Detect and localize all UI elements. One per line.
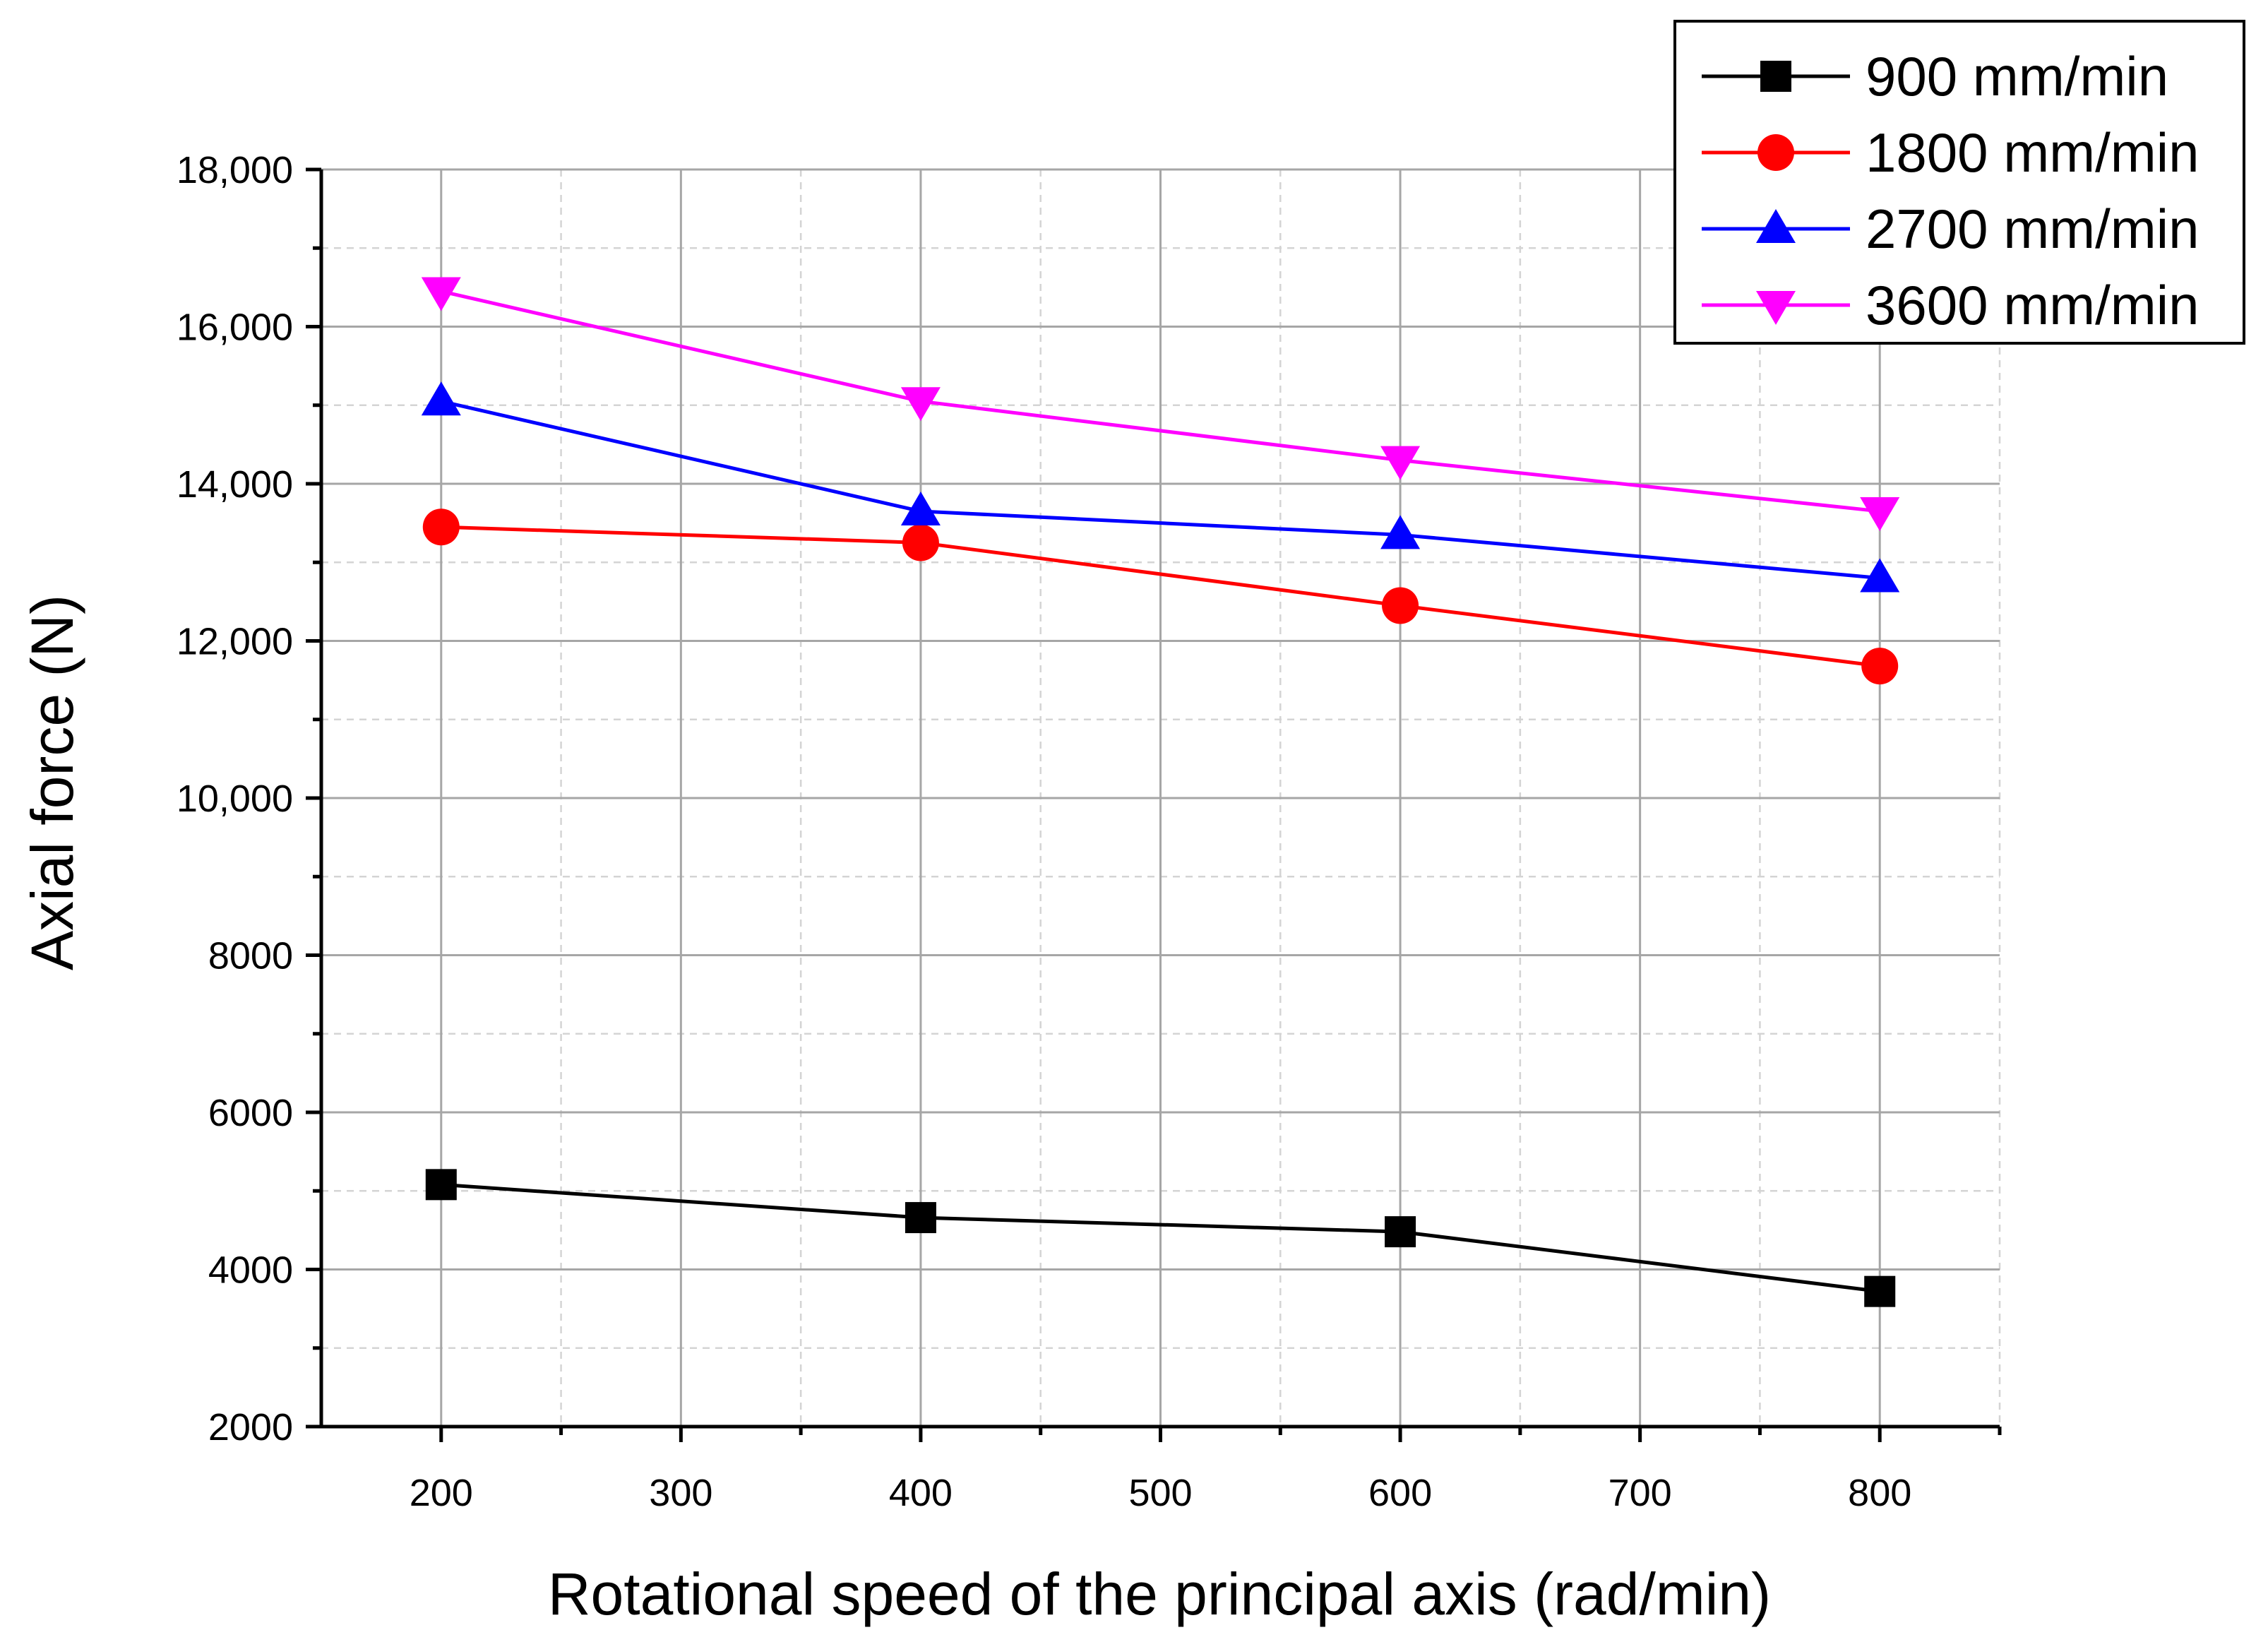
data-point	[421, 277, 461, 311]
series-1800-mm-min	[422, 508, 1899, 685]
data-point	[421, 381, 461, 416]
series-2700-mm-min	[421, 381, 1900, 593]
series-900-mm-min	[425, 1169, 1896, 1307]
x-tick-label: 300	[649, 1472, 712, 1514]
y-tick-label: 2000	[208, 1406, 293, 1448]
x-axis-title: Rotational speed of the principal axis (…	[548, 1561, 1771, 1627]
data-point	[1861, 648, 1899, 685]
y-tick-label: 6000	[208, 1092, 293, 1134]
data-point	[425, 1169, 457, 1201]
y-tick-label: 14,000	[177, 463, 293, 506]
y-tick-label: 8000	[208, 935, 293, 977]
legend-marker	[1760, 61, 1791, 92]
data-point	[900, 491, 941, 525]
grid	[321, 168, 2001, 1427]
legend-label: 900 mm/min	[1866, 45, 2168, 107]
data-point	[900, 387, 941, 422]
legend-marker	[1756, 209, 1796, 243]
data-point	[1380, 515, 1421, 549]
ticks	[306, 167, 2002, 1442]
x-tick-label: 200	[410, 1472, 473, 1514]
legend-label: 1800 mm/min	[1866, 121, 2200, 184]
x-tick-label: 800	[1848, 1472, 1911, 1514]
data-point	[905, 1202, 936, 1234]
data-point	[1860, 558, 1900, 593]
y-axis-title: Axial force (N)	[19, 595, 85, 970]
legend-marker	[1756, 291, 1796, 325]
series-line	[441, 399, 1880, 580]
legend-marker	[1757, 134, 1794, 171]
series-line	[441, 1182, 1880, 1294]
data-point	[1860, 496, 1900, 531]
legend-label: 3600 mm/min	[1866, 274, 2200, 336]
data-point	[422, 508, 460, 546]
y-tick-label: 16,000	[177, 307, 293, 349]
data-point	[1382, 587, 1419, 624]
tick-labels: 200 300 400 500 600 700 800 2000 4000 6000 8000 10,…	[177, 149, 1911, 1514]
data-point	[1864, 1275, 1896, 1307]
series-3600-mm-min	[421, 277, 1900, 531]
y-tick-label: 10,000	[177, 778, 293, 820]
x-tick-label: 700	[1609, 1472, 1672, 1514]
series-line	[441, 290, 1880, 513]
x-tick-label: 400	[889, 1472, 953, 1514]
legend: 900 mm/min 1800 mm/min 2700 mm/min 3600 mm/…	[1673, 20, 2245, 345]
data-point	[902, 524, 939, 561]
series-layer	[421, 277, 1900, 1307]
data-point	[1380, 446, 1421, 480]
data-point	[1385, 1216, 1416, 1248]
x-tick-label: 500	[1128, 1472, 1192, 1514]
legend-label: 2700 mm/min	[1866, 198, 2200, 260]
y-tick-label: 12,000	[177, 621, 293, 663]
y-tick-label: 18,000	[177, 149, 293, 191]
x-tick-label: 600	[1368, 1472, 1432, 1514]
y-tick-label: 4000	[208, 1249, 293, 1292]
series-line	[441, 525, 1880, 668]
